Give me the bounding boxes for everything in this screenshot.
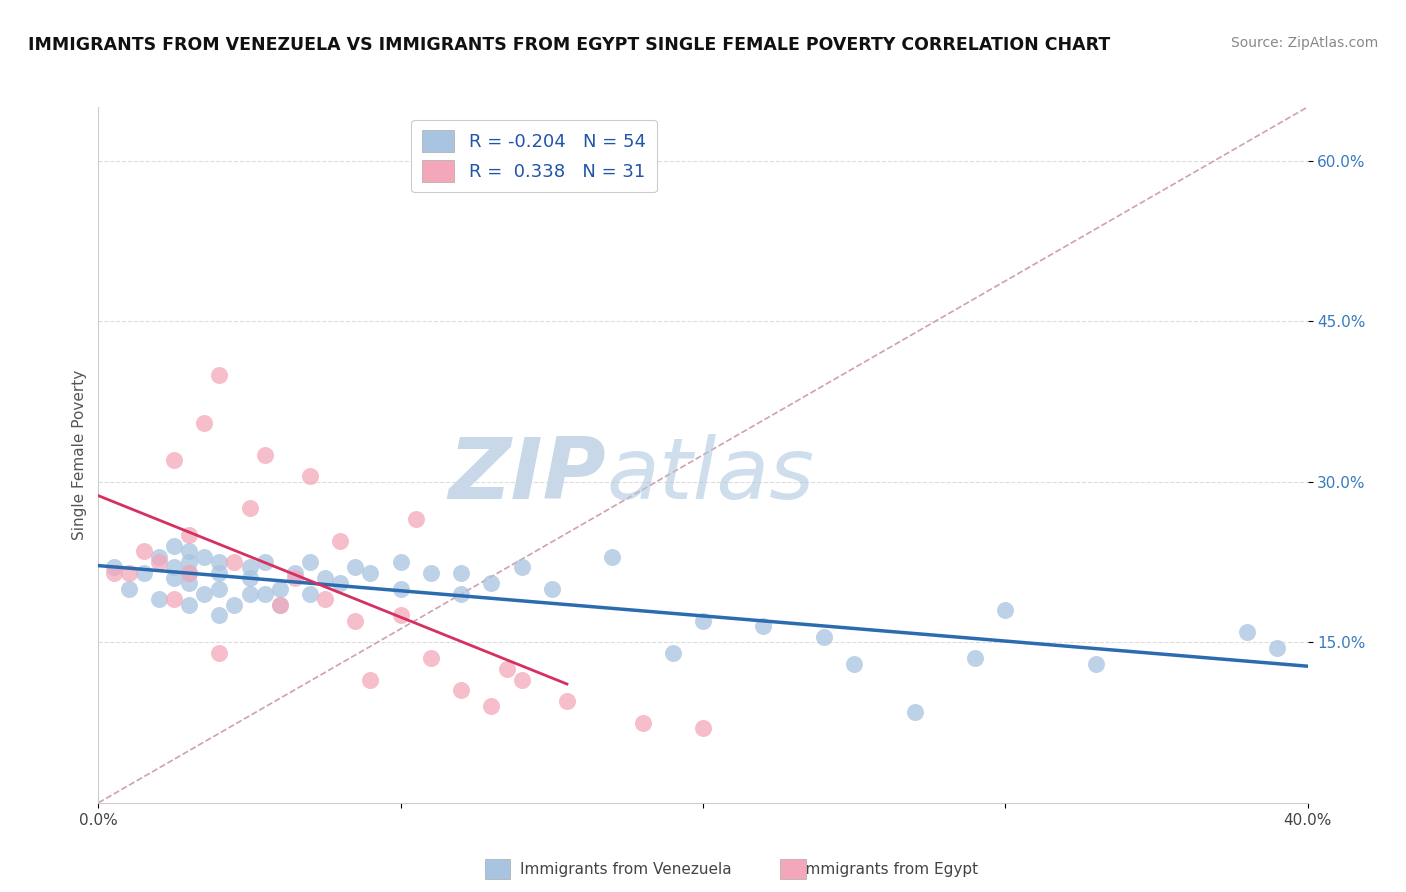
Point bbox=[299, 555, 322, 569]
Point bbox=[269, 598, 291, 612]
Point bbox=[692, 614, 714, 628]
Point bbox=[179, 598, 201, 612]
Point bbox=[360, 566, 382, 580]
Point bbox=[284, 566, 307, 580]
Point bbox=[450, 683, 472, 698]
Point bbox=[148, 549, 170, 564]
Point bbox=[163, 592, 186, 607]
Point bbox=[299, 587, 322, 601]
Legend: R = -0.204   N = 54, R =  0.338   N = 31: R = -0.204 N = 54, R = 0.338 N = 31 bbox=[411, 120, 657, 193]
Point bbox=[602, 549, 624, 564]
Point bbox=[179, 555, 201, 569]
Point bbox=[132, 566, 155, 580]
Text: IMMIGRANTS FROM VENEZUELA VS IMMIGRANTS FROM EGYPT SINGLE FEMALE POVERTY CORRELA: IMMIGRANTS FROM VENEZUELA VS IMMIGRANTS … bbox=[28, 36, 1111, 54]
Y-axis label: Single Female Poverty: Single Female Poverty bbox=[72, 370, 87, 540]
Point bbox=[132, 544, 155, 558]
Point bbox=[103, 566, 125, 580]
Text: Immigrants from Egypt: Immigrants from Egypt bbox=[801, 863, 979, 877]
Point bbox=[163, 453, 186, 467]
Point bbox=[269, 582, 291, 596]
Point bbox=[420, 651, 443, 665]
Point bbox=[224, 555, 246, 569]
Point bbox=[239, 571, 262, 585]
Point bbox=[360, 673, 382, 687]
Point bbox=[904, 705, 927, 719]
Point bbox=[813, 630, 835, 644]
Point bbox=[844, 657, 866, 671]
Point bbox=[481, 576, 503, 591]
Text: Source: ZipAtlas.com: Source: ZipAtlas.com bbox=[1230, 36, 1378, 50]
Point bbox=[208, 368, 231, 382]
Point bbox=[661, 646, 683, 660]
Point bbox=[555, 694, 578, 708]
Point bbox=[314, 571, 336, 585]
Point bbox=[420, 566, 443, 580]
Point bbox=[510, 560, 533, 574]
Point bbox=[148, 555, 170, 569]
Point bbox=[389, 608, 412, 623]
Point bbox=[510, 673, 533, 687]
Point bbox=[179, 576, 201, 591]
Point bbox=[179, 566, 201, 580]
Point bbox=[163, 571, 186, 585]
Point bbox=[253, 555, 276, 569]
Point bbox=[208, 555, 231, 569]
Point bbox=[965, 651, 987, 665]
Point bbox=[495, 662, 517, 676]
Point bbox=[148, 592, 170, 607]
Point bbox=[239, 501, 262, 516]
Point bbox=[389, 555, 412, 569]
Point bbox=[239, 560, 262, 574]
Point bbox=[208, 646, 231, 660]
Point bbox=[253, 587, 276, 601]
Point bbox=[118, 566, 141, 580]
Point bbox=[540, 582, 562, 596]
Point bbox=[1267, 640, 1289, 655]
Point bbox=[193, 416, 215, 430]
Point bbox=[253, 448, 276, 462]
Point bbox=[329, 533, 352, 548]
Point bbox=[103, 560, 125, 574]
Point bbox=[163, 539, 186, 553]
Point bbox=[631, 715, 654, 730]
Point bbox=[314, 592, 336, 607]
Point bbox=[208, 608, 231, 623]
Point bbox=[208, 566, 231, 580]
Point bbox=[389, 582, 412, 596]
Point bbox=[193, 549, 215, 564]
Point bbox=[179, 528, 201, 542]
Point bbox=[450, 566, 472, 580]
Point bbox=[269, 598, 291, 612]
Point bbox=[193, 587, 215, 601]
Point bbox=[179, 566, 201, 580]
Point bbox=[179, 544, 201, 558]
Point bbox=[450, 587, 472, 601]
Text: atlas: atlas bbox=[606, 434, 814, 517]
Point bbox=[692, 721, 714, 735]
Point bbox=[1236, 624, 1258, 639]
Point bbox=[481, 699, 503, 714]
Point bbox=[208, 582, 231, 596]
Point bbox=[239, 587, 262, 601]
Point bbox=[163, 560, 186, 574]
Point bbox=[299, 469, 322, 483]
Point bbox=[329, 576, 352, 591]
Point bbox=[1085, 657, 1108, 671]
Point bbox=[284, 571, 307, 585]
Text: Immigrants from Venezuela: Immigrants from Venezuela bbox=[520, 863, 733, 877]
Point bbox=[224, 598, 246, 612]
Point bbox=[118, 582, 141, 596]
Text: ZIP: ZIP bbox=[449, 434, 606, 517]
Point bbox=[344, 614, 367, 628]
Point bbox=[405, 512, 427, 526]
Point bbox=[752, 619, 775, 633]
Point bbox=[344, 560, 367, 574]
Point bbox=[994, 603, 1017, 617]
